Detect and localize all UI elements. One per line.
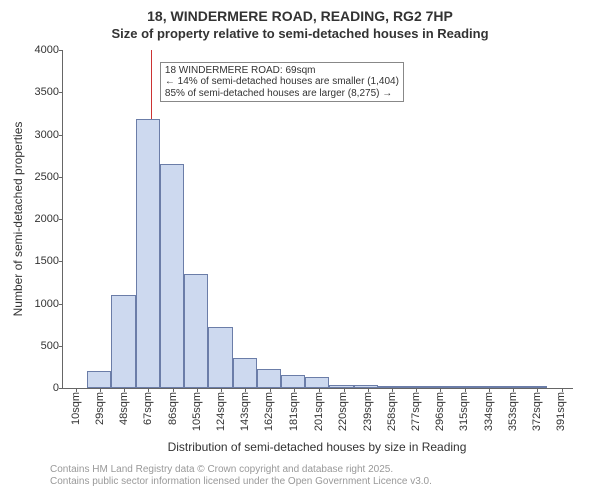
histogram-bar [305, 377, 329, 388]
plot-area: 0500100015002000250030003500400010sqm29s… [62, 50, 573, 389]
histogram-bar [402, 386, 426, 388]
xtick-label: 258sqm [386, 388, 398, 431]
x-axis-label: Distribution of semi-detached houses by … [62, 440, 572, 454]
footer-attribution: Contains HM Land Registry data © Crown c… [0, 464, 600, 487]
annotation-line: 18 WINDERMERE ROAD: 69sqm [165, 65, 399, 77]
annotation-line: ← 14% of semi-detached houses are smalle… [165, 76, 399, 88]
ytick-label: 2500 [35, 171, 63, 183]
histogram-bar [111, 295, 135, 388]
histogram-bar [257, 369, 281, 388]
xtick-label: 162sqm [264, 388, 276, 431]
histogram-bar [499, 386, 523, 388]
xtick-label: 181sqm [288, 388, 300, 431]
footer-line: Contains HM Land Registry data © Crown c… [50, 464, 600, 476]
xtick-label: 239sqm [362, 388, 374, 431]
histogram-bar [329, 385, 353, 388]
xtick-label: 10sqm [70, 388, 82, 425]
xtick-label: 220sqm [338, 388, 350, 431]
xtick-label: 277sqm [410, 388, 422, 431]
histogram-bar [87, 371, 111, 388]
ytick-label: 4000 [35, 44, 63, 56]
xtick-label: 391sqm [556, 388, 568, 431]
histogram-bar [184, 274, 208, 388]
xtick-label: 48sqm [118, 388, 130, 425]
xtick-label: 67sqm [142, 388, 154, 425]
xtick-label: 143sqm [239, 388, 251, 431]
xtick-label: 334sqm [483, 388, 495, 431]
ytick-label: 1500 [35, 255, 63, 267]
xtick-label: 201sqm [313, 388, 325, 431]
xtick-label: 315sqm [459, 388, 471, 431]
chart-title-sub: Size of property relative to semi-detach… [0, 26, 600, 41]
xtick-label: 124sqm [215, 388, 227, 431]
histogram-bar [354, 385, 378, 388]
ytick-label: 1000 [35, 298, 63, 310]
xtick-label: 353sqm [507, 388, 519, 431]
chart-title-main: 18, WINDERMERE ROAD, READING, RG2 7HP [0, 8, 600, 24]
histogram-bar [208, 327, 232, 388]
xtick-label: 86sqm [167, 388, 179, 425]
footer-line: Contains public sector information licen… [50, 476, 600, 488]
histogram-bar [426, 386, 450, 388]
y-axis-label: Number of semi-detached properties [11, 122, 25, 317]
histogram-bar [451, 386, 475, 388]
histogram-bar [281, 375, 305, 388]
histogram-bar [233, 358, 257, 388]
ytick-label: 3000 [35, 129, 63, 141]
annotation-box: 18 WINDERMERE ROAD: 69sqm← 14% of semi-d… [160, 62, 404, 103]
histogram-bar [523, 386, 547, 388]
xtick-label: 29sqm [94, 388, 106, 425]
histogram-bar [160, 164, 184, 388]
ytick-label: 500 [41, 340, 63, 352]
ytick-label: 3500 [35, 86, 63, 98]
annotation-line: 85% of semi-detached houses are larger (… [165, 88, 399, 100]
ytick-label: 2000 [35, 213, 63, 225]
xtick-label: 296sqm [434, 388, 446, 431]
chart-container: 18, WINDERMERE ROAD, READING, RG2 7HP Si… [0, 0, 600, 500]
histogram-bar [136, 119, 160, 388]
xtick-label: 105sqm [191, 388, 203, 431]
histogram-bar [378, 386, 402, 388]
ytick-label: 0 [53, 382, 63, 394]
xtick-label: 372sqm [531, 388, 543, 431]
histogram-bar [475, 386, 499, 388]
